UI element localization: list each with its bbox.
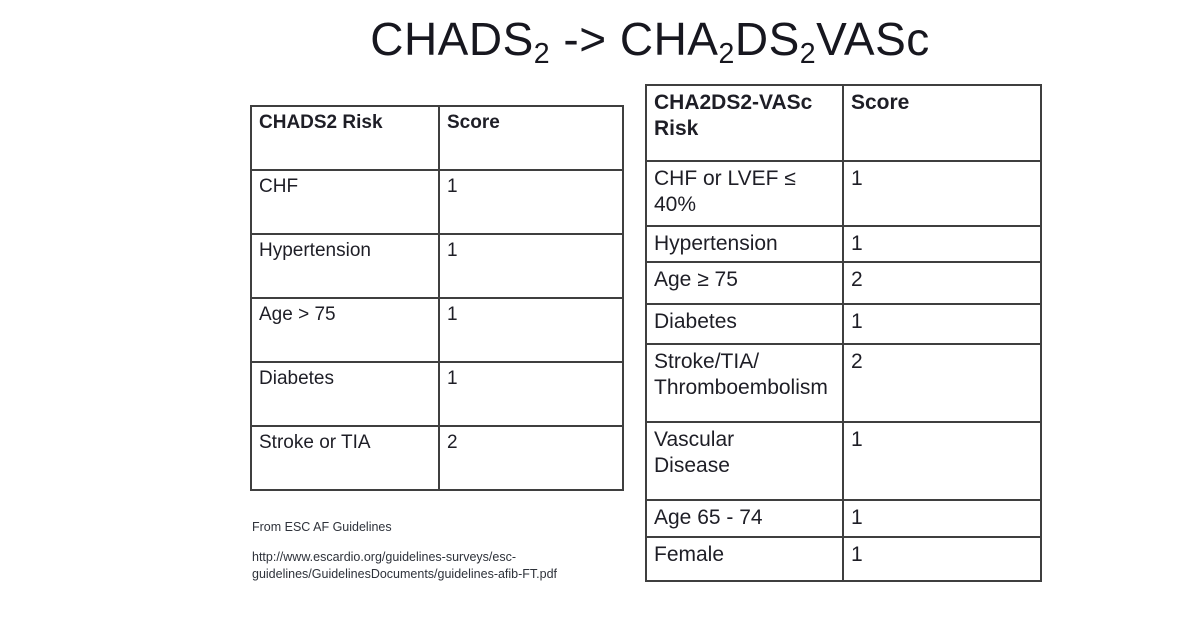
risk-cell: Diabetes [250, 361, 440, 427]
table-row: Age > 75 1 [250, 297, 624, 363]
chads2-header-row: CHADS2 Risk Score [250, 105, 624, 171]
score-cell: 1 [842, 536, 1042, 582]
title-segment: CHADS [370, 13, 534, 65]
cha2ds2vasc-table: CHA2DS2-VASc Risk Score CHF or LVEF ≤ 40… [645, 84, 1042, 582]
risk-cell: Diabetes [645, 303, 844, 345]
table-row: Age 65 - 74 1 [645, 499, 1042, 538]
cha2ds2vasc-header-row: CHA2DS2-VASc Risk Score [645, 84, 1042, 162]
title-subscript: 2 [533, 37, 551, 70]
source-attribution: From ESC AF Guidelines [252, 520, 392, 534]
risk-cell: CHF [250, 169, 440, 235]
table-row: Vascular Disease 1 [645, 421, 1042, 501]
table-row: Age ≥ 75 2 [645, 261, 1042, 305]
table-row: CHF or LVEF ≤ 40% 1 [645, 160, 1042, 227]
title-segment: DS [734, 13, 800, 65]
score-cell: 2 [842, 343, 1042, 423]
title-subscript: 2 [799, 37, 817, 70]
risk-cell: Hypertension [250, 233, 440, 299]
risk-cell: Age 65 - 74 [645, 499, 844, 538]
score-cell: 2 [842, 261, 1042, 305]
score-cell: 1 [842, 160, 1042, 227]
score-cell: 1 [842, 499, 1042, 538]
score-cell: 1 [842, 225, 1042, 263]
table-row: Stroke/TIA/ Thromboembolism 2 [645, 343, 1042, 423]
title-segment: VASc [816, 13, 930, 65]
title-subscript: 2 [718, 37, 735, 70]
score-cell: 1 [842, 303, 1042, 345]
score-cell: 1 [438, 169, 624, 235]
table-row: CHF 1 [250, 169, 624, 235]
score-cell: 1 [438, 361, 624, 427]
risk-cell: Hypertension [645, 225, 844, 263]
table-row: Diabetes 1 [645, 303, 1042, 345]
cha2ds2vasc-score-column-header: Score [842, 84, 1042, 162]
risk-cell: Vascular Disease [645, 421, 844, 501]
risk-cell: CHF or LVEF ≤ 40% [645, 160, 844, 227]
chads2-score-column-header: Score [438, 105, 624, 171]
score-cell: 1 [438, 297, 624, 363]
score-cell: 1 [842, 421, 1042, 501]
risk-cell: Age ≥ 75 [645, 261, 844, 305]
page-title: CHADS2 -> CHA2DS2VASc [100, 12, 1200, 68]
risk-cell: Stroke/TIA/ Thromboembolism [645, 343, 844, 423]
score-cell: 2 [438, 425, 624, 491]
score-cell: 1 [438, 233, 624, 299]
table-row: Hypertension 1 [250, 233, 624, 299]
cha2ds2vasc-risk-column-header: CHA2DS2-VASc Risk [645, 84, 844, 162]
chads2-table: CHADS2 Risk Score CHF 1 Hypertension 1 A… [250, 105, 624, 491]
risk-cell: Stroke or TIA [250, 425, 440, 491]
source-url: http://www.escardio.org/guidelines-surve… [252, 550, 558, 581]
risk-cell: Female [645, 536, 844, 582]
chads2-risk-column-header: CHADS2 Risk [250, 105, 440, 171]
table-row: Female 1 [645, 536, 1042, 582]
table-row: Stroke or TIA 2 [250, 425, 624, 491]
table-row: Diabetes 1 [250, 361, 624, 427]
table-row: Hypertension 1 [645, 225, 1042, 263]
risk-cell: Age > 75 [250, 297, 440, 363]
title-segment: -> CHA [550, 13, 719, 65]
